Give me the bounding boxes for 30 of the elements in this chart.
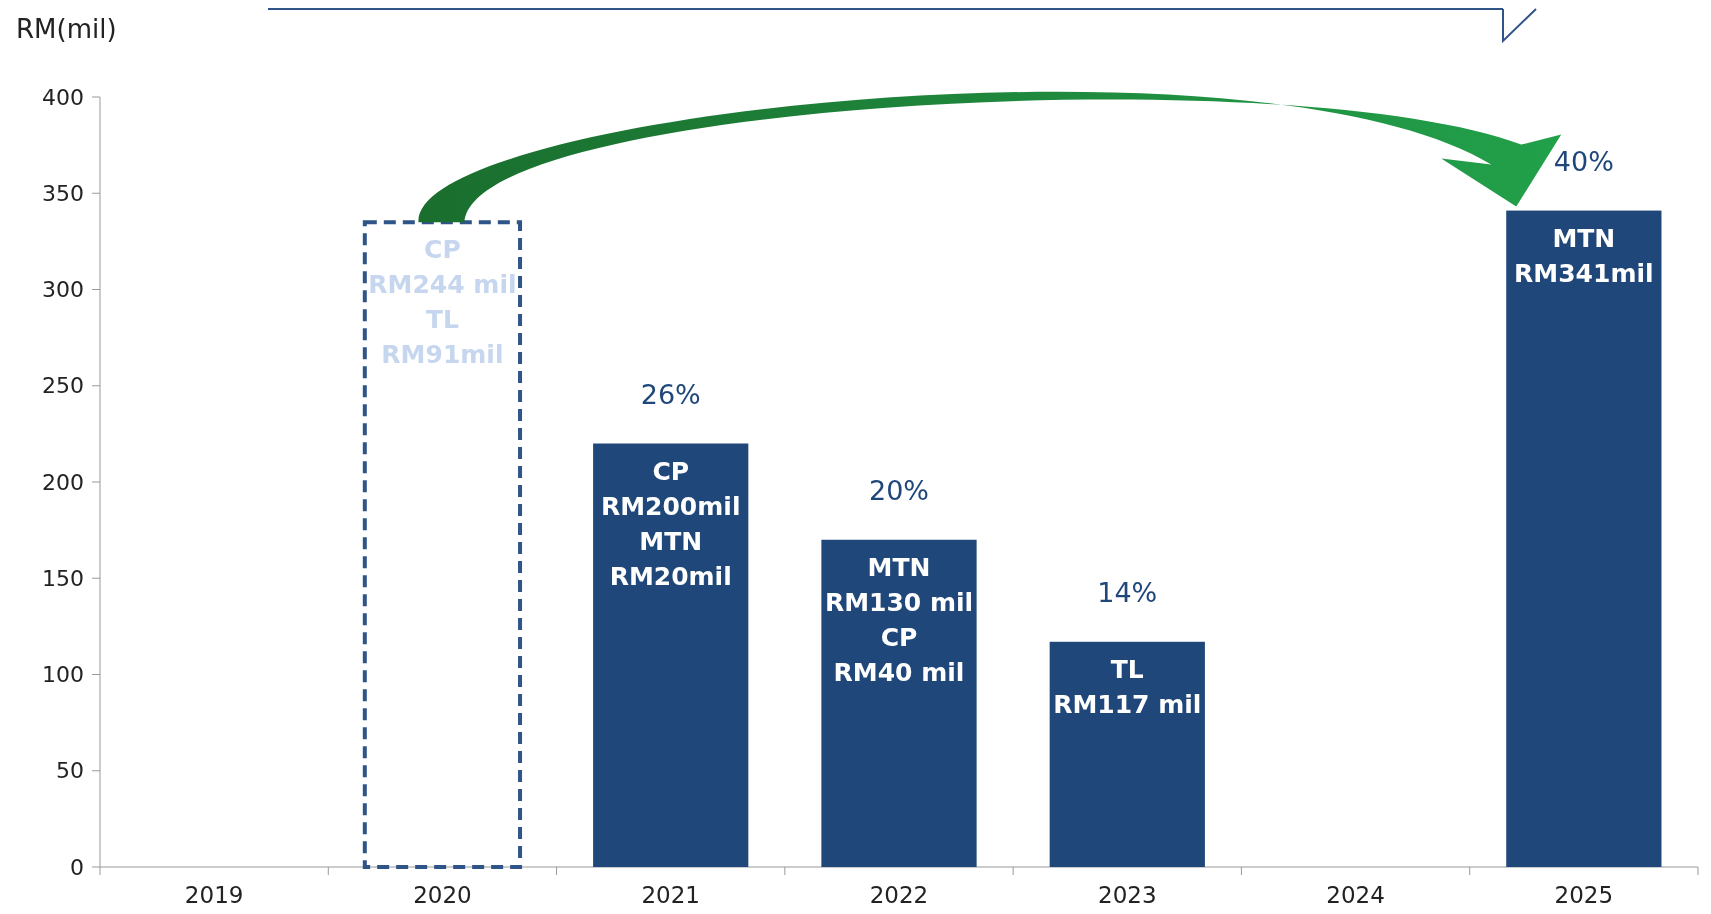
bar: [593, 443, 749, 867]
y-tick-label: 0: [70, 854, 84, 880]
y-tick-label: 400: [42, 84, 84, 110]
y-tick-label: 100: [42, 662, 84, 688]
x-tick-label: 2019: [184, 882, 244, 908]
x-tick-label: 2021: [641, 882, 700, 908]
y-tick-label: 150: [42, 565, 84, 591]
data-label: CP RM200mil MTN RM20mil: [600, 456, 741, 591]
annotation: 14%: [1097, 576, 1158, 608]
x-tick-label: 2020: [413, 882, 472, 908]
data-label: CP RM244 mil TL RM91mil: [368, 235, 517, 370]
x-tick-label: 2022: [869, 882, 929, 908]
y-tick-label: 300: [42, 277, 84, 303]
y-tick-label: 250: [42, 373, 84, 399]
x-tick-label: 2023: [1098, 882, 1157, 908]
bar: [821, 539, 977, 867]
annotation: 26%: [640, 378, 701, 410]
data-label: MTN RM130 mil CP RM40 mil: [824, 552, 974, 687]
y-axis-title: RM(mil): [16, 14, 117, 44]
annotation: 20%: [868, 474, 930, 506]
bar: [1049, 641, 1205, 867]
y-tick-label: 350: [42, 180, 84, 206]
data-label: MTN RM341mil: [1514, 223, 1654, 288]
data-label: TL RM117 mil: [1053, 654, 1202, 719]
x-tick-label: 2025: [1554, 882, 1614, 908]
y-tick-label: 50: [56, 758, 84, 784]
x-tick-label: 2024: [1326, 882, 1385, 908]
bar: [1506, 210, 1662, 867]
annotation: 40%: [1553, 145, 1614, 177]
y-tick-label: 200: [42, 469, 84, 495]
